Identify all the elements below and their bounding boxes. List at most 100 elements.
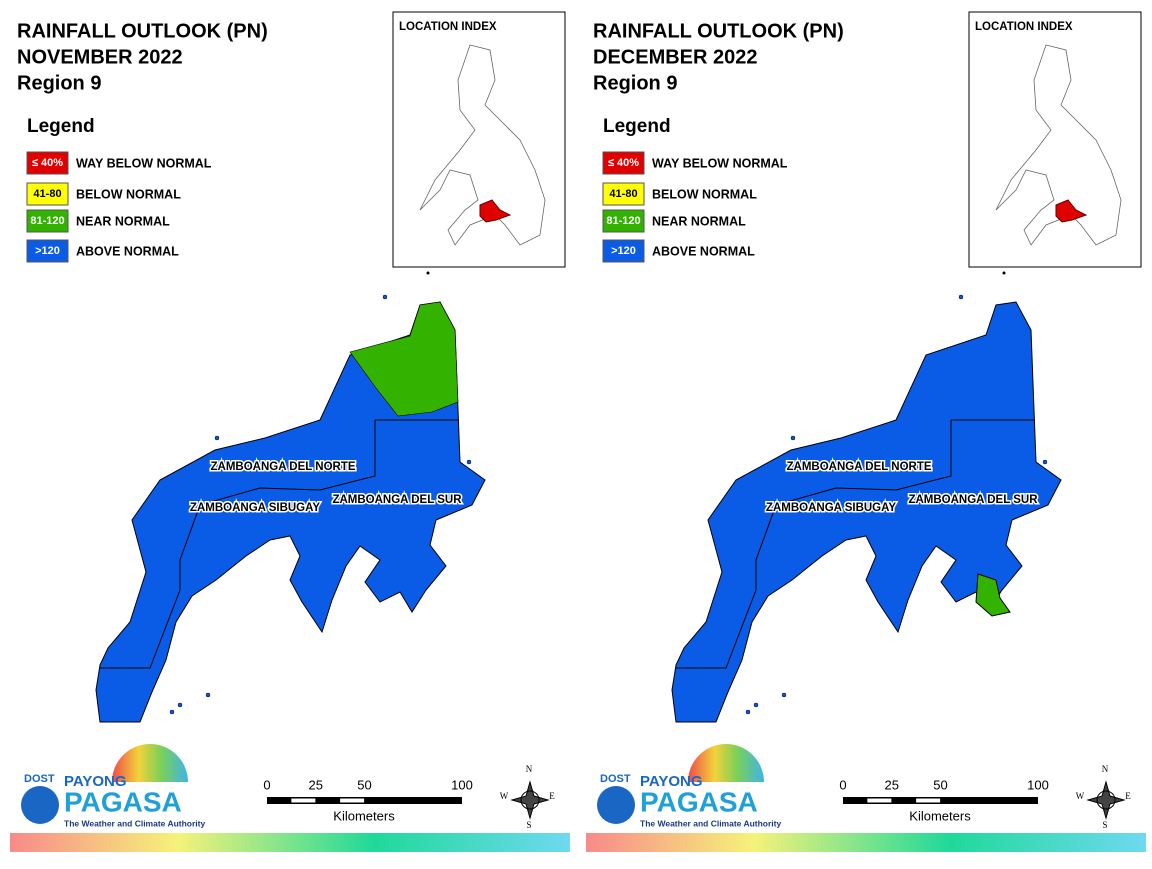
logo-seal	[597, 786, 635, 824]
compass-letter: N	[526, 764, 533, 774]
location-index-title: LOCATION INDEX	[975, 21, 1073, 33]
legend-description: NEAR NORMAL	[652, 214, 746, 228]
compass-rose	[1086, 780, 1126, 820]
scale-bar-segment	[291, 798, 316, 803]
logo-brand: PAYONG	[64, 773, 127, 790]
compass-letter: E	[549, 791, 555, 801]
legend-description: BELOW NORMAL	[76, 187, 181, 201]
province-boundary	[100, 419, 458, 669]
compass-letter: N	[1102, 764, 1109, 774]
scale-bar-segment	[340, 798, 365, 803]
logo-umbrella	[688, 744, 764, 782]
compass-letter: E	[1125, 791, 1131, 801]
islet	[790, 435, 796, 441]
legend-swatch-label: 81-120	[606, 215, 640, 227]
legend-swatch	[602, 209, 645, 233]
title-line: Region 9	[17, 72, 101, 94]
province-label: ZAMBOANGA DEL NORTE	[210, 461, 355, 473]
legend-swatch-label: 81-120	[30, 215, 64, 227]
title-line: RAINFALL OUTLOOK (PN)	[17, 20, 268, 42]
color-band	[10, 833, 570, 852]
legend-swatch	[602, 182, 645, 206]
islet	[753, 702, 759, 708]
islet	[214, 435, 220, 441]
logo-seal	[21, 786, 59, 824]
region-above-normal	[95, 301, 486, 723]
scale-label: 100	[451, 777, 473, 792]
islet	[1042, 459, 1048, 465]
compass-ring	[520, 790, 540, 810]
province-label: ZAMBOANGA SIBUGAY	[766, 502, 896, 514]
province-label: ZAMBOANGA DEL SUR	[908, 494, 1038, 506]
province-label: ZAMBOANGA SIBUGAY	[190, 502, 320, 514]
scale-unit: Kilometers	[909, 808, 971, 823]
philippines-outline	[419, 44, 546, 246]
region-near-normal	[349, 301, 459, 417]
panel: RAINFALL OUTLOOK (PN) NOVEMBER 2022 Region…	[10, 11, 570, 852]
islet	[177, 702, 183, 708]
scale-label: 50	[933, 777, 947, 792]
legend-swatch-label: >120	[35, 245, 60, 257]
scale-label: 25	[309, 777, 323, 792]
logo-name: PAGASA	[64, 786, 182, 817]
scale-bar-segment	[916, 798, 941, 803]
region-near-normal	[975, 573, 1011, 617]
logo-tagline: The Weather and Climate Authority	[640, 818, 781, 828]
legend-swatch-label: ≤ 40%	[608, 157, 639, 169]
legend-description: WAY BELOW NORMAL	[76, 156, 212, 170]
legend-swatch-label: ≤ 40%	[32, 157, 63, 169]
legend-swatch	[602, 151, 645, 175]
islet	[466, 459, 472, 465]
region-highlight	[479, 199, 512, 223]
region-highlight	[1055, 199, 1088, 223]
islet	[205, 692, 211, 698]
legend-swatch	[26, 182, 69, 206]
logo-tagline: The Weather and Climate Authority	[64, 818, 205, 828]
philippines-outline	[995, 44, 1122, 246]
legend-swatch-label: >120	[611, 245, 636, 257]
compass-rose	[510, 780, 550, 820]
islet	[426, 271, 430, 275]
scale-label: 100	[1027, 777, 1049, 792]
compass-letter: W	[500, 791, 509, 801]
scale-bar-segment	[867, 798, 892, 803]
scale-bar	[843, 797, 1038, 804]
islet	[745, 709, 751, 715]
province-label: ZAMBOANGA DEL NORTE	[786, 461, 931, 473]
legend-description: ABOVE NORMAL	[76, 244, 179, 258]
compass-letter: S	[1102, 820, 1107, 830]
scale-label: 0	[263, 777, 270, 792]
title-line: DECEMBER 2022	[593, 46, 758, 68]
scale-bar	[267, 797, 462, 804]
legend-description: WAY BELOW NORMAL	[652, 156, 788, 170]
legend-swatch	[26, 209, 69, 233]
islet	[169, 709, 175, 715]
title-line: Region 9	[593, 72, 677, 94]
legend-swatch	[602, 239, 645, 263]
logo-agency: DOST	[24, 773, 55, 785]
legend-title: Legend	[603, 116, 671, 137]
province-label: ZAMBOANGA DEL SUR	[332, 494, 462, 506]
legend-swatch	[26, 151, 69, 175]
location-index-title: LOCATION INDEX	[399, 21, 497, 33]
logo-name: PAGASA	[640, 786, 758, 817]
province-boundary	[676, 419, 1034, 669]
scale-label: 0	[839, 777, 846, 792]
logo-agency: DOST	[600, 773, 631, 785]
panel: RAINFALL OUTLOOK (PN) DECEMBER 2022 Region…	[586, 11, 1146, 852]
islet	[781, 692, 787, 698]
legend-title: Legend	[27, 116, 95, 137]
scale-label: 50	[357, 777, 371, 792]
color-band	[586, 833, 1146, 852]
title-line: NOVEMBER 2022	[17, 46, 183, 68]
legend-swatch	[26, 239, 69, 263]
scale-unit: Kilometers	[333, 808, 395, 823]
islet	[958, 294, 964, 300]
title-line: RAINFALL OUTLOOK (PN)	[593, 20, 844, 42]
legend-swatch-label: 41-80	[609, 188, 637, 200]
logo-brand: PAYONG	[640, 773, 703, 790]
compass-letter: W	[1076, 791, 1085, 801]
legend-swatch-label: 41-80	[33, 188, 61, 200]
legend-description: ABOVE NORMAL	[652, 244, 755, 258]
